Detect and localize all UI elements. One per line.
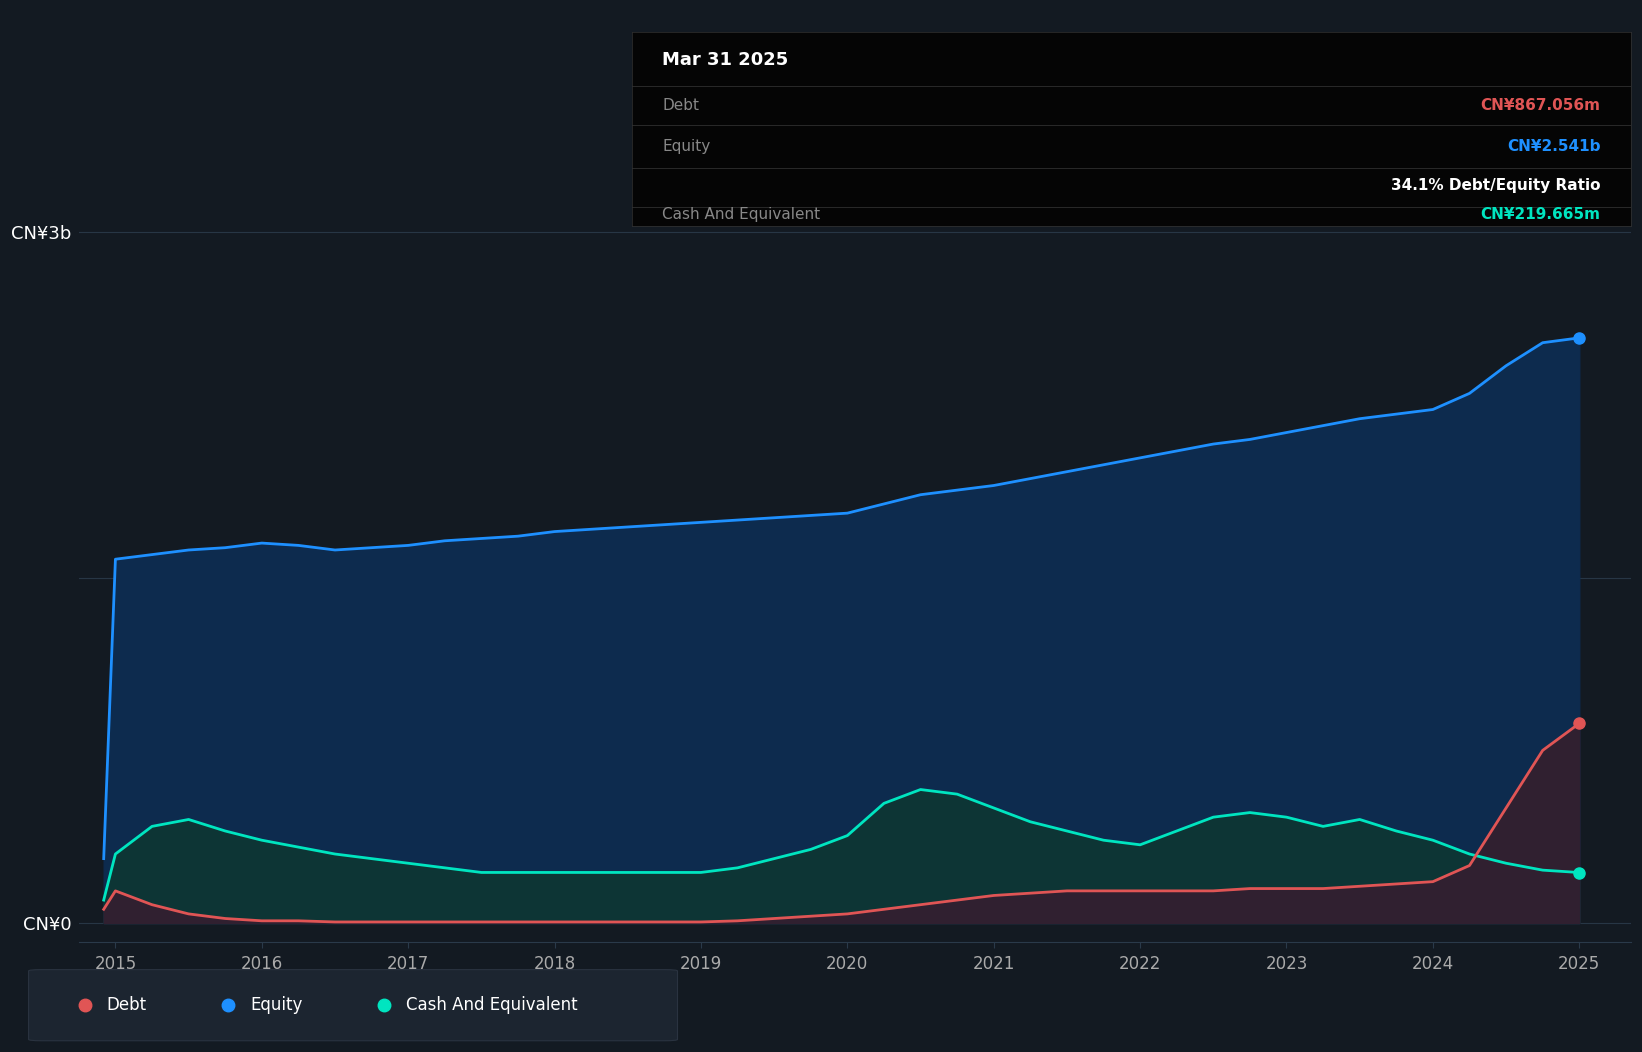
Text: Cash And Equivalent: Cash And Equivalent xyxy=(406,996,578,1014)
Text: CN¥219.665m: CN¥219.665m xyxy=(1481,207,1601,222)
Text: CN¥2.541b: CN¥2.541b xyxy=(1507,139,1601,154)
Text: Debt: Debt xyxy=(107,996,146,1014)
Text: Equity: Equity xyxy=(250,996,302,1014)
Text: Cash And Equivalent: Cash And Equivalent xyxy=(662,207,821,222)
Text: Debt: Debt xyxy=(662,98,699,113)
Text: Equity: Equity xyxy=(662,139,711,154)
Text: 34.1% Debt/Equity Ratio: 34.1% Debt/Equity Ratio xyxy=(1391,178,1601,193)
Text: CN¥867.056m: CN¥867.056m xyxy=(1481,98,1601,113)
FancyBboxPatch shape xyxy=(28,970,678,1040)
Text: Mar 31 2025: Mar 31 2025 xyxy=(662,52,788,69)
